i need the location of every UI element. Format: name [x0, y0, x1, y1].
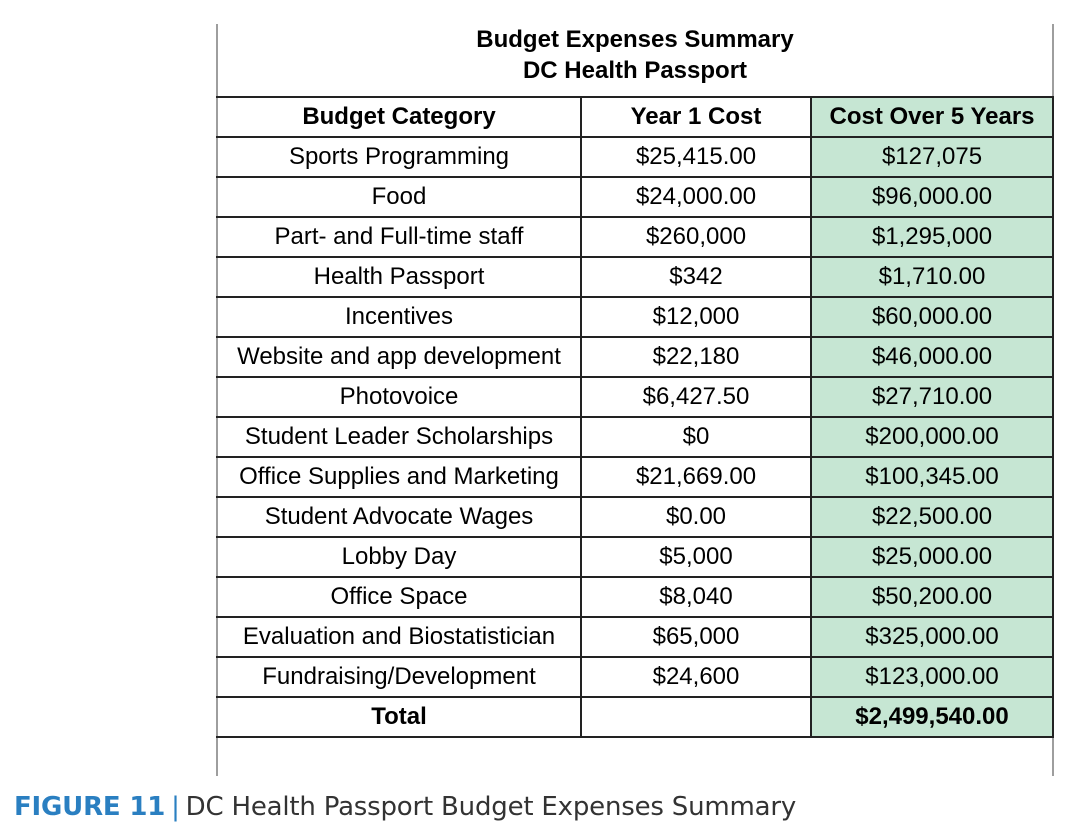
year-1-cost-cell: $65,000 [580, 616, 812, 658]
header-cost-over-5-years: Cost Over 5 Years [810, 96, 1054, 138]
five-year-cost-cell: $100,345.00 [810, 456, 1054, 498]
category-cell: Website and app development [216, 336, 582, 378]
category-cell: Evaluation and Biostatistician [216, 616, 582, 658]
table-row: Student Advocate Wages $0.00 $22,500.00 [216, 496, 1054, 538]
table-row: Sports Programming $25,415.00 $127,075 [216, 136, 1054, 178]
figure-caption: FIGURE 11 | DC Health Passport Budget Expe… [14, 790, 796, 824]
table-row: Food $24,000.00 $96,000.00 [216, 176, 1054, 218]
category-cell: Student Advocate Wages [216, 496, 582, 538]
year-1-cost-cell: $260,000 [580, 216, 812, 258]
table-row: Office Supplies and Marketing $21,669.00 $… [216, 456, 1054, 498]
total-row: Total $2,499,540.00 [216, 696, 1054, 738]
year-1-cost-cell: $25,415.00 [580, 136, 812, 178]
category-cell: Incentives [216, 296, 582, 338]
sheet-right-border [1052, 24, 1054, 776]
year-1-cost-cell: $24,000.00 [580, 176, 812, 218]
table-row: Student Leader Scholarships $0 $200,000.00 [216, 416, 1054, 458]
table-row: Evaluation and Biostatistician $65,000 $32… [216, 616, 1054, 658]
five-year-cost-cell: $1,295,000 [810, 216, 1054, 258]
category-cell: Lobby Day [216, 536, 582, 578]
year-1-cost-cell: $5,000 [580, 536, 812, 578]
category-cell: Photovoice [216, 376, 582, 418]
table-title: Budget Expenses Summary DC Health Passpo… [218, 24, 1052, 96]
year-1-cost-cell: $24,600 [580, 656, 812, 698]
five-year-cost-cell: $1,710.00 [810, 256, 1054, 298]
five-year-cost-cell: $50,200.00 [810, 576, 1054, 618]
caption-text: DC Health Passport Budget Expenses Summa… [185, 792, 797, 822]
year-1-cost-cell: $0.00 [580, 496, 812, 538]
five-year-cost-cell: $96,000.00 [810, 176, 1054, 218]
year-1-cost-cell: $8,040 [580, 576, 812, 618]
category-cell: Sports Programming [216, 136, 582, 178]
year-1-cost-cell: $12,000 [580, 296, 812, 338]
header-year-1-cost: Year 1 Cost [580, 96, 812, 138]
header-row: Budget Category Year 1 Cost Cost Over 5 … [216, 96, 1054, 138]
table-row: Website and app development $22,180 $46,00… [216, 336, 1054, 378]
table-row: Part- and Full-time staff $260,000 $1,295,… [216, 216, 1054, 258]
total-label: Total [216, 696, 582, 738]
total-five-year-cost: $2,499,540.00 [810, 696, 1054, 738]
title-line-1: Budget Expenses Summary [476, 26, 794, 53]
five-year-cost-cell: $46,000.00 [810, 336, 1054, 378]
category-cell: Part- and Full-time staff [216, 216, 582, 258]
five-year-cost-cell: $27,710.00 [810, 376, 1054, 418]
category-cell: Food [216, 176, 582, 218]
table-row: Fundraising/Development $24,600 $123,000.0… [216, 656, 1054, 698]
category-cell: Fundraising/Development [216, 656, 582, 698]
five-year-cost-cell: $325,000.00 [810, 616, 1054, 658]
budget-table: Budget Category Year 1 Cost Cost Over 5 … [216, 96, 1054, 738]
five-year-cost-cell: $200,000.00 [810, 416, 1054, 458]
five-year-cost-cell: $25,000.00 [810, 536, 1054, 578]
header-budget-category: Budget Category [216, 96, 582, 138]
category-cell: Office Space [216, 576, 582, 618]
title-line-2: DC Health Passport [522, 57, 748, 84]
category-cell: Office Supplies and Marketing [216, 456, 582, 498]
category-cell: Student Leader Scholarships [216, 416, 582, 458]
category-cell: Health Passport [216, 256, 582, 298]
five-year-cost-cell: $127,075 [810, 136, 1054, 178]
figure-number: FIGURE 11 [14, 792, 166, 822]
table-row: Photovoice $6,427.50 $27,710.00 [216, 376, 1054, 418]
year-1-cost-cell: $22,180 [580, 336, 812, 378]
total-year-1-cost [580, 696, 812, 738]
year-1-cost-cell: $21,669.00 [580, 456, 812, 498]
five-year-cost-cell: $60,000.00 [810, 296, 1054, 338]
year-1-cost-cell: $342 [580, 256, 812, 298]
table-row: Lobby Day $5,000 $25,000.00 [216, 536, 1054, 578]
caption-separator: | [171, 792, 180, 822]
year-1-cost-cell: $0 [580, 416, 812, 458]
table-row: Health Passport $342 $1,710.00 [216, 256, 1054, 298]
table-row: Incentives $12,000 $60,000.00 [216, 296, 1054, 338]
year-1-cost-cell: $6,427.50 [580, 376, 812, 418]
table-row: Office Space $8,040 $50,200.00 [216, 576, 1054, 618]
five-year-cost-cell: $123,000.00 [810, 656, 1054, 698]
five-year-cost-cell: $22,500.00 [810, 496, 1054, 538]
